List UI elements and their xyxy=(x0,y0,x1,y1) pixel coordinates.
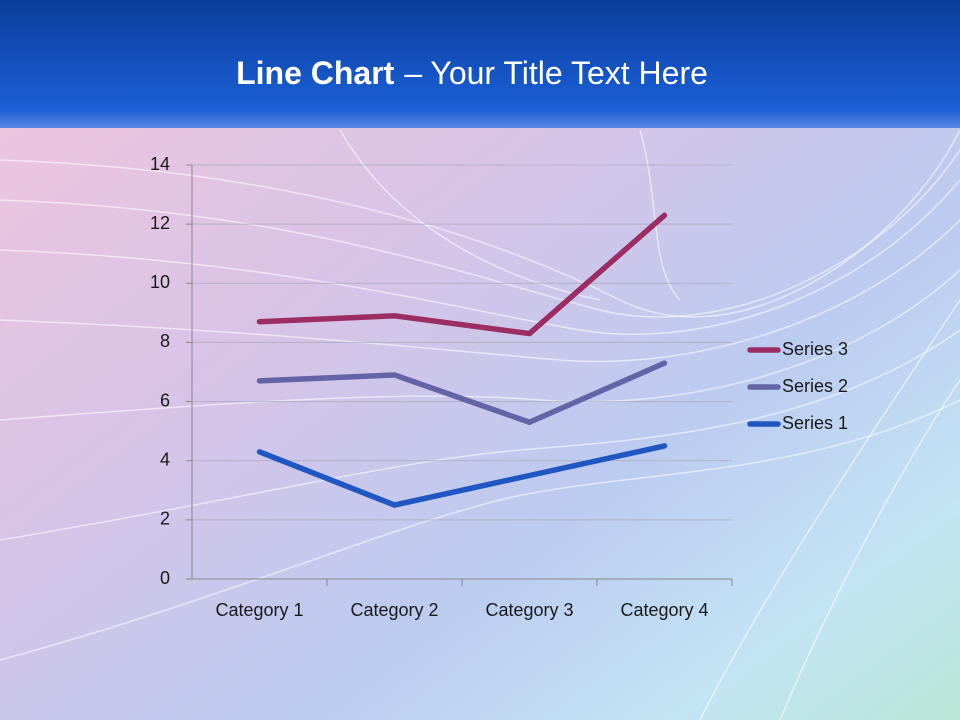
y-tick-label: 10 xyxy=(150,272,170,292)
header-band xyxy=(0,0,960,128)
slide-title: Line Chart – Your Title Text Here xyxy=(236,55,708,91)
y-tick-label: 0 xyxy=(160,568,170,588)
x-tick-label: Category 3 xyxy=(485,600,573,620)
decoration xyxy=(0,129,960,720)
y-tick-label: 2 xyxy=(160,509,170,529)
y-tick-label: 6 xyxy=(160,390,170,410)
title-rest: – Your Title Text Here xyxy=(404,55,708,91)
series-line xyxy=(256,212,668,337)
x-tick-label: Category 2 xyxy=(350,600,438,620)
title-bold: Line Chart xyxy=(236,55,395,91)
y-tick-label: 8 xyxy=(160,331,170,351)
legend-label: Series 1 xyxy=(782,413,848,433)
y-tick-label: 12 xyxy=(150,213,170,233)
x-tick-label: Category 4 xyxy=(620,600,708,620)
y-tick-label: 4 xyxy=(160,449,170,469)
x-tick-label: Category 1 xyxy=(215,600,303,620)
y-tick-label: 14 xyxy=(150,154,170,174)
legend-label: Series 3 xyxy=(782,339,848,359)
series-line xyxy=(256,360,668,426)
series-line xyxy=(256,443,668,508)
legend-label: Series 2 xyxy=(782,376,848,396)
